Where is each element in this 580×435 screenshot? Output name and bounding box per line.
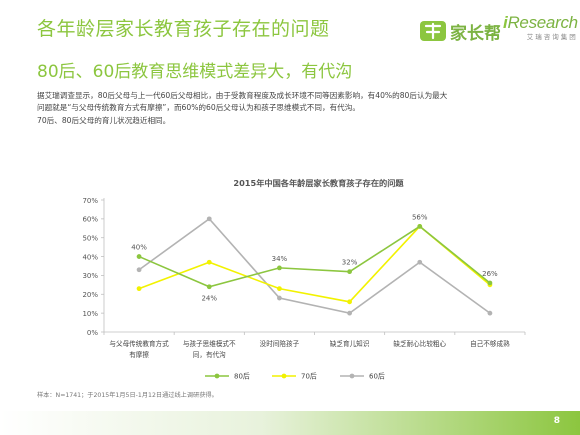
data-label: 24% — [201, 295, 217, 303]
data-label: 56% — [412, 213, 428, 221]
data-point-80后 — [206, 284, 212, 290]
page-number: 8 — [553, 416, 560, 426]
data-label: 32% — [342, 259, 358, 267]
legend-marker-60后 — [349, 373, 355, 379]
iresearch-logo-text: Research — [507, 13, 578, 32]
jiazhangbang-logo-text: 家长帮 — [450, 23, 501, 44]
data-label: 26% — [482, 270, 498, 278]
description-line-3: 70后、80后父母的育儿状况趋近相同。 — [37, 115, 171, 125]
chart-title: 2015年中国各年龄层家长教育孩子存在的问题 — [233, 178, 404, 188]
y-tick-label: 30% — [82, 272, 98, 280]
data-point-60后 — [277, 295, 282, 301]
y-tick-label: 20% — [82, 291, 98, 299]
data-point-60后 — [206, 216, 212, 222]
data-point-80后 — [347, 269, 352, 275]
y-tick-label: 0% — [87, 329, 98, 337]
data-point-80后 — [417, 224, 423, 229]
x-category-label: 同，有代沟 — [193, 350, 226, 359]
data-label: 40% — [131, 244, 147, 252]
iresearch-logo: iResearch 艾瑞咨询集团 — [503, 13, 578, 41]
x-category-label: 缺乏耐心比较粗心 — [393, 339, 446, 348]
y-tick-label: 10% — [82, 310, 98, 318]
data-point-80后 — [487, 280, 493, 286]
data-point-70后 — [206, 259, 212, 265]
jiazhangbang-logo: 家长帮 — [418, 18, 501, 44]
data-label: 34% — [272, 255, 288, 263]
legend-marker-80后 — [214, 373, 220, 379]
data-point-80后 — [277, 265, 282, 271]
data-point-70后 — [347, 299, 352, 305]
footnote: 样本：N=1741；于2015年1月5日-1月12日通过线上调研获得。 — [37, 392, 218, 399]
y-tick-label: 50% — [82, 235, 98, 243]
x-category-label: 有摩擦 — [129, 350, 149, 359]
bottom-bar — [0, 411, 580, 435]
data-point-60后 — [487, 310, 493, 316]
data-point-60后 — [136, 267, 142, 273]
legend-label: 80后 — [234, 372, 250, 381]
series-line-60后 — [138, 217, 491, 315]
description-line-2: 问题就是“与父母传统教育方式有摩擦”，而60%的60后父母认为和孩子思维模式不同… — [37, 103, 360, 113]
data-point-60后 — [417, 259, 423, 265]
legend-label: 70后 — [301, 372, 317, 381]
x-category-label: 与父母传统教育方式 — [109, 339, 169, 348]
page-subtitle: 80后、60后教育思维模式差异大，有代沟 — [37, 62, 353, 82]
series-line-80后 — [138, 225, 491, 288]
description-text: 据艾瑞调查显示，80后父母与上一代60后父母相比，由于受教育程度及成长环境不同等… — [37, 90, 557, 127]
data-point-70后 — [136, 286, 142, 292]
series-line-70后 — [138, 225, 491, 303]
data-point-80后 — [136, 254, 142, 259]
data-point-60后 — [347, 310, 352, 316]
iresearch-logo-sub: 艾瑞咨询集团 — [526, 33, 578, 41]
y-tick-label: 40% — [82, 253, 98, 261]
x-category-label: 自己不够成熟 — [470, 339, 510, 348]
page-title: 各年龄层家长教育孩子存在的问题 — [37, 18, 330, 40]
x-category-label: 与孩子思维模式不 — [183, 339, 236, 348]
iresearch-logo-i: i — [503, 13, 508, 32]
legend-marker-70后 — [281, 373, 287, 379]
x-category-label: 缺乏育儿知识 — [330, 339, 370, 348]
y-tick-label: 60% — [82, 216, 98, 224]
description-line-1: 据艾瑞调查显示，80后父母与上一代60后父母相比，由于受教育程度及成长环境不同等… — [37, 91, 448, 100]
y-tick-label: 70% — [82, 197, 98, 205]
data-point-70后 — [277, 286, 282, 292]
x-category-label: 没时间陪孩子 — [260, 339, 300, 348]
line-chart: 2015年中国各年龄层家长教育孩子存在的问题 0% 10% 20% 30% 40% 50% 6… — [82, 178, 526, 381]
jiazhangbang-logo-icon — [420, 21, 446, 41]
legend-label: 60后 — [369, 372, 385, 381]
